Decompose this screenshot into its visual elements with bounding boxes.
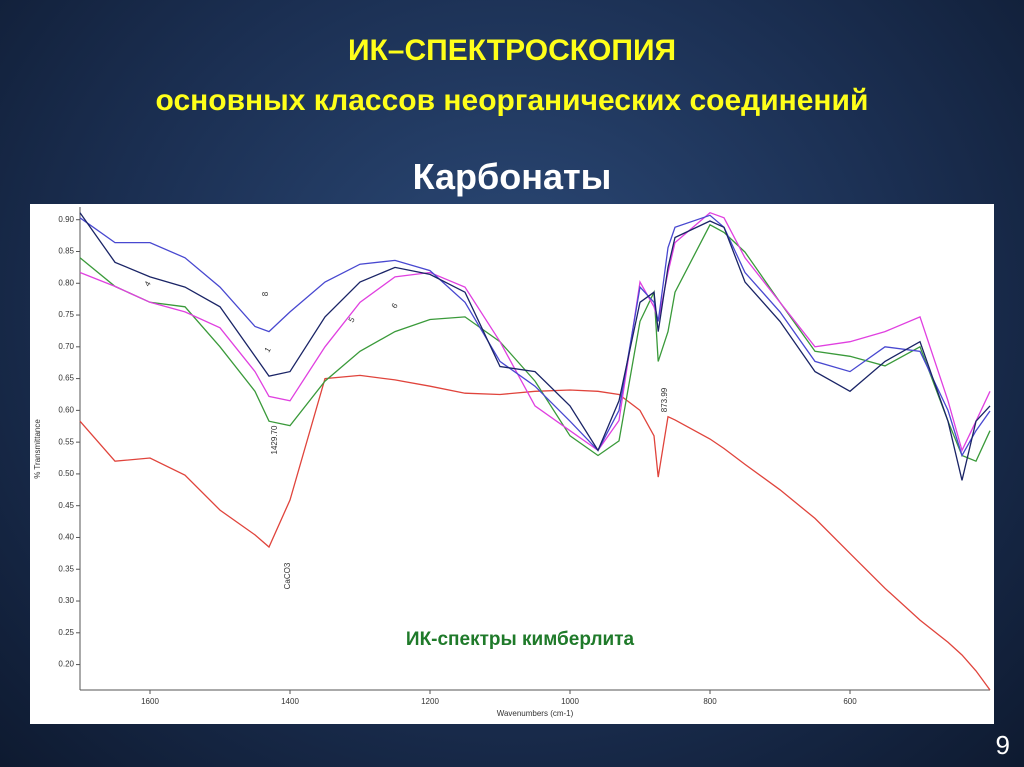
x-tick-label: 600: [843, 697, 857, 706]
annotation: 4: [143, 279, 153, 288]
spectrum-line: [79, 212, 991, 481]
annotation: 6: [390, 301, 400, 310]
annotation: 5: [347, 315, 357, 324]
chart: 0.20 0.25 0.30 0.35 0.40 0.45 0.50 0.55 0.60 0.65…: [30, 204, 994, 724]
y-tick-label: 0.25: [58, 628, 74, 637]
y-tick-label: 0.30: [58, 596, 74, 605]
y-tick-label: 0.85: [58, 247, 74, 256]
spectrum-line: [79, 223, 991, 463]
y-tick-label: 0.35: [58, 564, 74, 573]
y-tick-label: 0.70: [58, 342, 74, 351]
slide-heading: Карбонаты: [412, 156, 612, 197]
x-tick-label: 1200: [421, 697, 439, 706]
x-tick-label: 800: [703, 697, 717, 706]
slide-subtitle: основных классов неорганических соединен…: [155, 84, 869, 117]
y-tick-label: 0.55: [58, 437, 74, 446]
annotation: 8: [261, 291, 270, 296]
annotation: 873.99: [660, 387, 669, 412]
page-number: 9: [995, 730, 1010, 760]
y-tick-label: 0.75: [58, 310, 74, 319]
y-tick-label: 0.50: [58, 469, 74, 478]
y-tick-label: 0.65: [58, 374, 74, 383]
y-tick-label: 0.90: [58, 215, 74, 224]
annotation: 1429.70: [270, 425, 279, 454]
x-tick-label: 1000: [561, 697, 579, 706]
y-tick-label: 0.40: [58, 533, 74, 542]
y-tick-label: 0.60: [58, 405, 74, 414]
annotation: 1: [263, 345, 273, 354]
spectrum-line: [79, 214, 991, 458]
x-axis-label: Wavenumbers (cm-1): [497, 709, 574, 718]
slide-title: ИК–СПЕКТРОСКОПИЯ: [347, 34, 677, 67]
spectrum-line: [79, 374, 991, 691]
annotation: CaCO3: [283, 562, 292, 589]
spectrum-line: [79, 211, 991, 453]
y-tick-label: 0.20: [58, 660, 74, 669]
y-tick-label: 0.80: [58, 278, 74, 287]
y-axis-label: % Transmittance: [33, 419, 42, 479]
x-tick-label: 1600: [141, 697, 159, 706]
caption: ИК-спектры кимберлита: [406, 629, 635, 650]
y-tick-label: 0.45: [58, 501, 74, 510]
x-tick-label: 1400: [281, 697, 299, 706]
